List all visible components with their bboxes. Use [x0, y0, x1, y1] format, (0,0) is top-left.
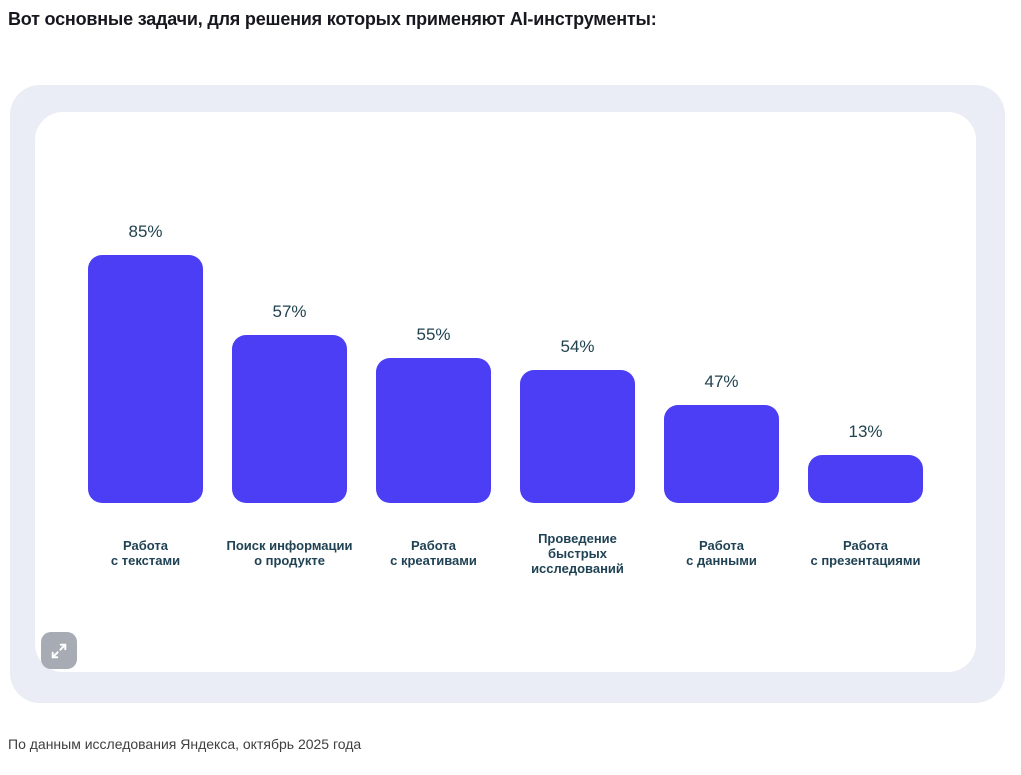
- bar: [376, 358, 491, 503]
- bar-value-label: 55%: [416, 325, 451, 344]
- chart-column: 55% Работа с креативами: [362, 221, 506, 587]
- chart-card: 85% Работа с текстами 57% Поиск информации …: [35, 112, 976, 672]
- bar: [808, 455, 923, 503]
- chart-column: 54% Проведение быстрых исследований: [506, 221, 650, 587]
- bar-category-label: Работа с креативами: [390, 538, 477, 568]
- bar: [664, 405, 779, 503]
- source-note: По данным исследования Яндекса, октябрь …: [8, 736, 362, 752]
- bar-chart: 85% Работа с текстами 57% Поиск информации …: [35, 221, 976, 587]
- chart-panel: 85% Работа с текстами 57% Поиск информации …: [10, 85, 1005, 703]
- bar-value-label: 57%: [272, 302, 307, 321]
- bar: [520, 370, 635, 503]
- chart-column: 85% Работа с текстами: [74, 221, 218, 587]
- page-title: Вот основные задачи, для решения которых…: [8, 9, 657, 29]
- bar: [88, 255, 203, 503]
- bar: [232, 335, 347, 503]
- expand-arrows-icon: [50, 642, 68, 660]
- bar-value-label: 13%: [848, 422, 883, 441]
- bar-category-label: Работа с презентациями: [810, 538, 921, 568]
- expand-chart-button[interactable]: [41, 632, 77, 669]
- bar-value-label: 54%: [560, 337, 595, 356]
- bar-category-label: Работа с текстами: [110, 538, 181, 568]
- bar-category-label: Проведение быстрых исследований: [531, 530, 624, 576]
- bar-category-label: Работа с данными: [686, 538, 757, 568]
- chart-column: 57% Поиск информации о продукте: [218, 221, 362, 587]
- bar-value-label: 85%: [128, 222, 163, 241]
- chart-column: 13% Работа с презентациями: [794, 221, 938, 587]
- bar-category-label: Поиск информации о продукте: [226, 538, 353, 568]
- bar-value-label: 47%: [704, 372, 739, 391]
- chart-column: 47% Работа с данными: [650, 221, 794, 587]
